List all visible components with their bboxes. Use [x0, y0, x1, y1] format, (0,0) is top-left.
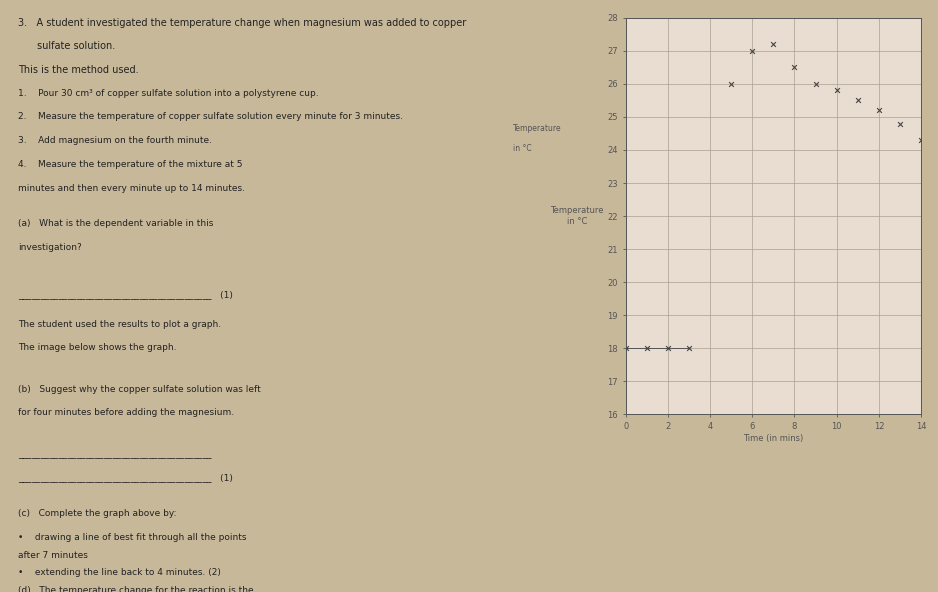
- Point: [745, 46, 760, 56]
- Text: The student used the results to plot a graph.: The student used the results to plot a g…: [18, 320, 221, 329]
- Text: sulfate solution.: sulfate solution.: [37, 41, 114, 52]
- Point: [681, 343, 696, 353]
- Text: Temperature: Temperature: [513, 124, 562, 133]
- Text: minutes and then every minute up to 14 minutes.: minutes and then every minute up to 14 m…: [18, 184, 246, 192]
- Text: investigation?: investigation?: [18, 243, 82, 252]
- Point: [639, 343, 654, 353]
- Point: [723, 79, 738, 89]
- Point: [850, 96, 865, 105]
- Text: in °C: in °C: [513, 144, 532, 153]
- Point: [618, 343, 633, 353]
- Text: (b)   Suggest why the copper sulfate solution was left: (b) Suggest why the copper sulfate solut…: [18, 385, 261, 394]
- Point: [765, 40, 780, 49]
- Text: ___________________________________________: ________________________________________…: [18, 450, 212, 459]
- Text: •    drawing a line of best fit through all the points: • drawing a line of best fit through all…: [18, 533, 247, 542]
- Text: 4.    Measure the temperature of the mixture at 5: 4. Measure the temperature of the mixtur…: [18, 160, 243, 169]
- Point: [787, 63, 802, 72]
- Point: [808, 79, 824, 89]
- Text: for four minutes before adding the magnesium.: for four minutes before adding the magne…: [18, 408, 234, 417]
- Text: 1.    Pour 30 cm³ of copper sulfate solution into a polystyrene cup.: 1. Pour 30 cm³ of copper sulfate solutio…: [18, 89, 319, 98]
- Text: 3.   A student investigated the temperature change when magnesium was added to c: 3. A student investigated the temperatur…: [18, 18, 466, 28]
- Text: 2.    Measure the temperature of copper sulfate solution every minute for 3 minu: 2. Measure the temperature of copper sul…: [18, 112, 403, 121]
- Text: ___________________________________________   (1): ________________________________________…: [18, 290, 234, 299]
- Y-axis label: Temperature
in °C: Temperature in °C: [550, 207, 603, 226]
- Text: (a)   What is the dependent variable in this: (a) What is the dependent variable in th…: [18, 219, 214, 228]
- X-axis label: Time (in mins): Time (in mins): [743, 434, 804, 443]
- Point: [914, 136, 929, 145]
- Text: ___________________________________________   (1): ________________________________________…: [18, 474, 234, 482]
- Text: This is the method used.: This is the method used.: [18, 65, 139, 75]
- Text: after 7 minutes: after 7 minutes: [18, 551, 88, 559]
- Text: 3.    Add magnesium on the fourth minute.: 3. Add magnesium on the fourth minute.: [18, 136, 212, 145]
- Point: [829, 86, 844, 95]
- Point: [660, 343, 675, 353]
- Text: (d)   The temperature change for the reaction is the: (d) The temperature change for the react…: [18, 586, 254, 592]
- Text: •    extending the line back to 4 minutes. (2): • extending the line back to 4 minutes. …: [18, 568, 221, 577]
- Text: (c)   Complete the graph above by:: (c) Complete the graph above by:: [18, 509, 176, 518]
- Point: [871, 105, 886, 115]
- Point: [892, 119, 907, 128]
- Text: The image below shows the graph.: The image below shows the graph.: [18, 343, 176, 352]
